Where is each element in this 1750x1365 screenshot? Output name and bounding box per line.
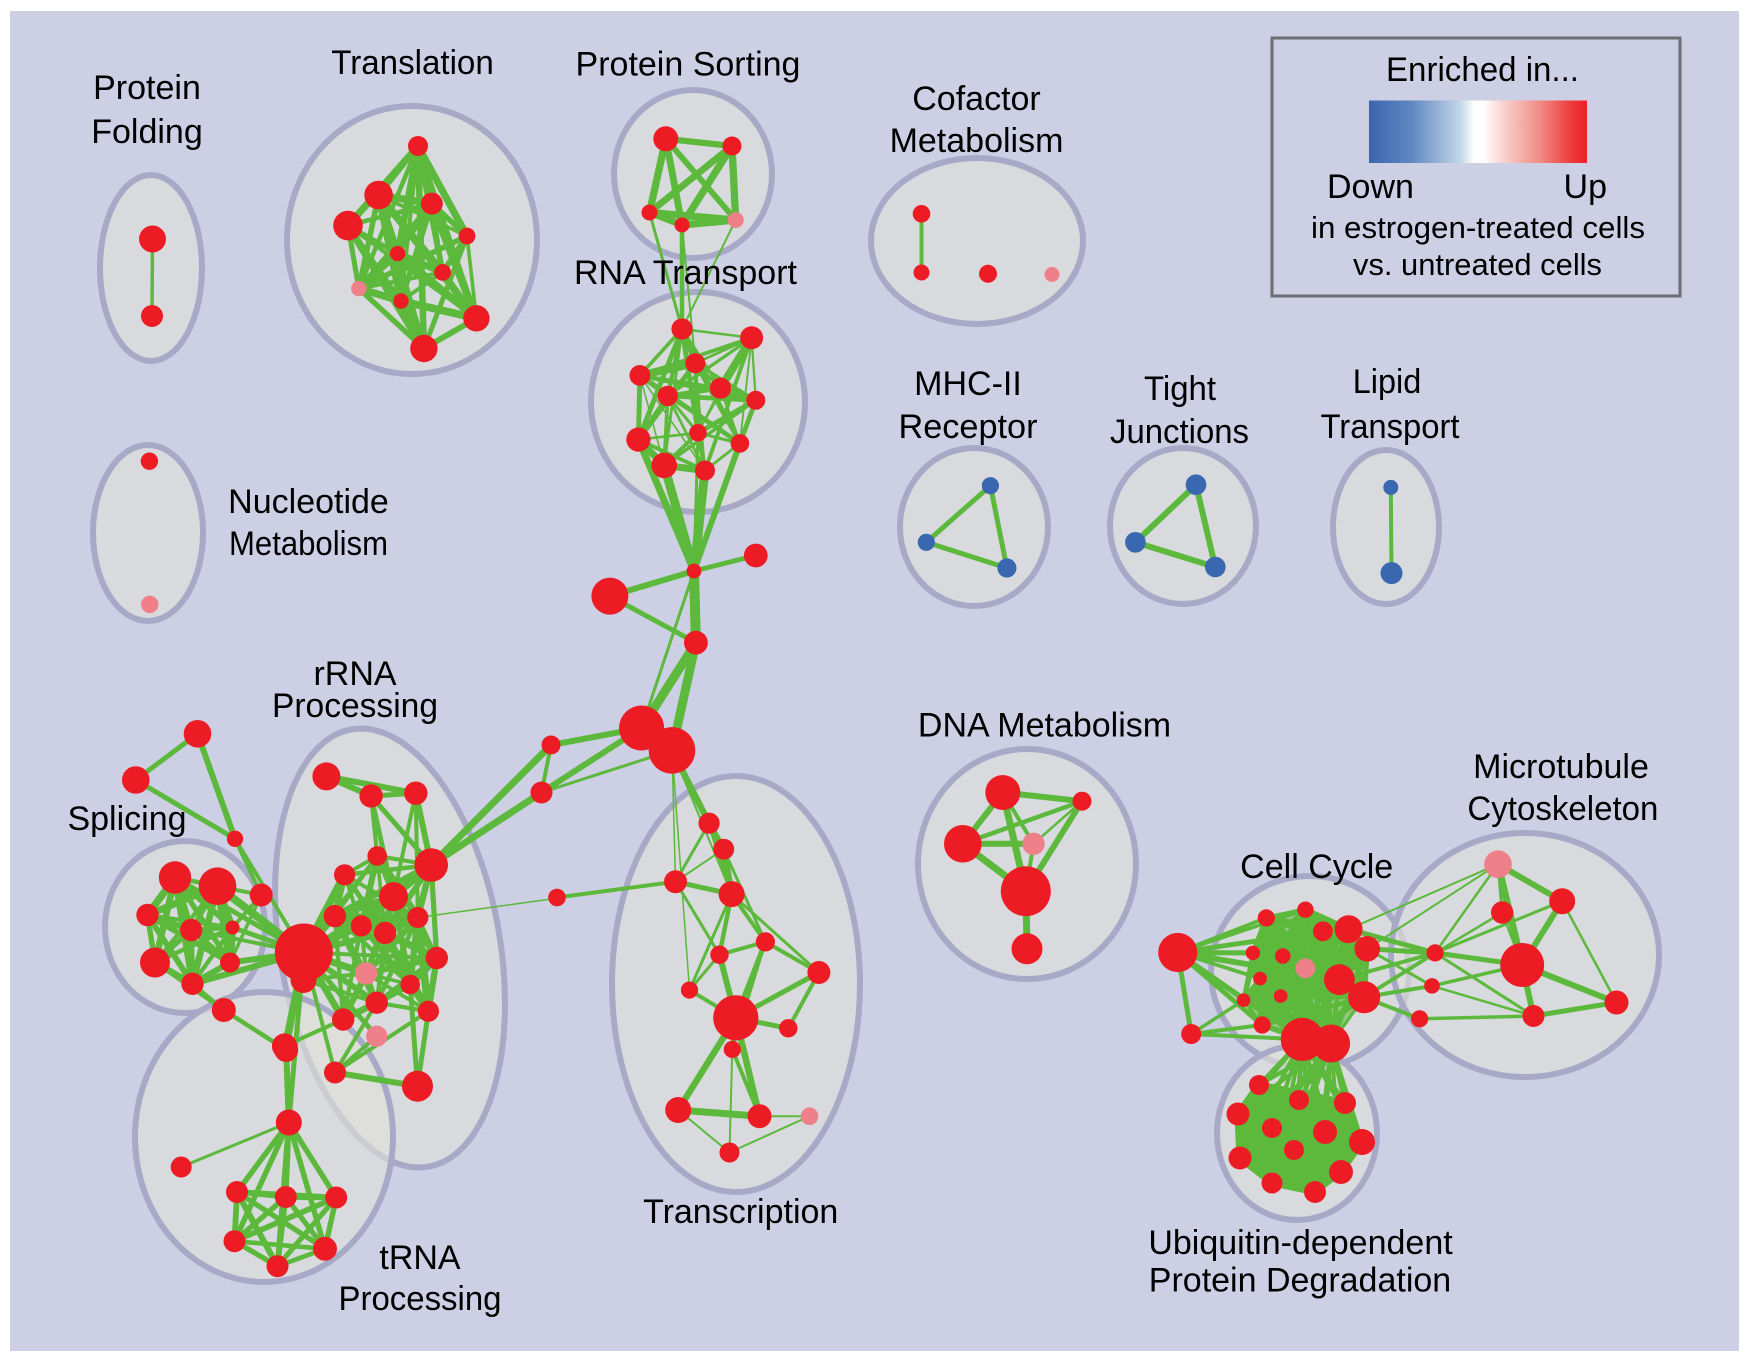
svg-text:Folding: Folding	[91, 113, 203, 151]
svg-text:Metabolism: Metabolism	[229, 525, 388, 563]
svg-text:DNA Metabolism: DNA Metabolism	[918, 707, 1171, 745]
svg-text:Metabolism: Metabolism	[890, 122, 1064, 160]
svg-text:Microtubule: Microtubule	[1473, 748, 1649, 786]
svg-text:Protein Sorting: Protein Sorting	[576, 46, 801, 84]
svg-text:MHC-II: MHC-II	[914, 365, 1022, 403]
svg-text:Nucleotide: Nucleotide	[228, 483, 389, 521]
svg-text:Transcription: Transcription	[643, 1193, 838, 1231]
svg-text:Cell Cycle: Cell Cycle	[1240, 848, 1393, 886]
svg-text:RNA Transport: RNA Transport	[574, 254, 798, 292]
svg-text:Transport: Transport	[1321, 408, 1461, 446]
svg-text:Cofactor: Cofactor	[912, 80, 1041, 118]
svg-text:Down: Down	[1327, 168, 1414, 206]
svg-text:vs. untreated cells: vs. untreated cells	[1353, 247, 1602, 282]
svg-text:Up: Up	[1564, 168, 1607, 206]
svg-text:tRNA: tRNA	[379, 1239, 461, 1277]
svg-text:Ubiquitin-dependent: Ubiquitin-dependent	[1148, 1224, 1453, 1262]
svg-text:Lipid: Lipid	[1353, 363, 1422, 401]
svg-text:Processing: Processing	[339, 1280, 502, 1318]
svg-text:Protein Degradation: Protein Degradation	[1149, 1262, 1451, 1300]
svg-text:Cytoskeleton: Cytoskeleton	[1467, 790, 1658, 828]
svg-text:Junctions: Junctions	[1110, 413, 1249, 451]
svg-text:Splicing: Splicing	[67, 800, 186, 838]
svg-text:in estrogen-treated cells: in estrogen-treated cells	[1311, 210, 1645, 245]
svg-text:Tight: Tight	[1144, 370, 1217, 408]
svg-text:Enriched in...: Enriched in...	[1386, 51, 1579, 89]
svg-text:Translation: Translation	[331, 44, 494, 82]
svg-text:Processing: Processing	[272, 687, 438, 725]
svg-text:Receptor: Receptor	[899, 408, 1038, 446]
svg-text:Protein: Protein	[93, 69, 201, 107]
